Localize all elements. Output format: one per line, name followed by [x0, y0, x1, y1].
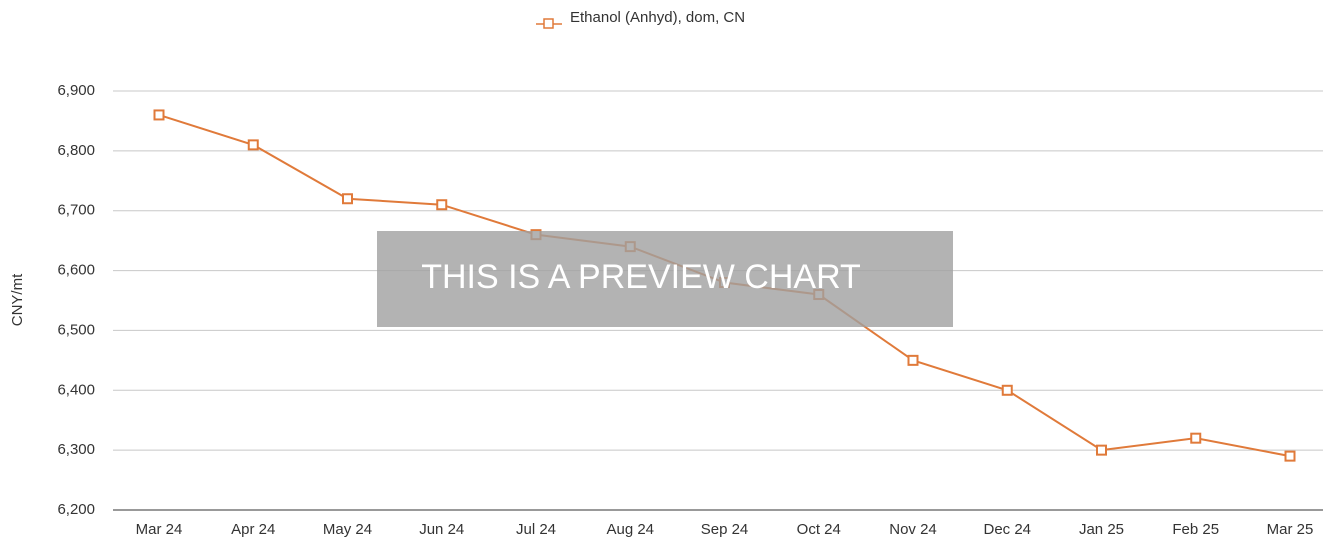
- marker: [1284, 450, 1296, 462]
- x-tick-label: Mar 24: [136, 521, 183, 538]
- y-tick-label: 6,200: [57, 501, 95, 518]
- marker: [436, 199, 448, 211]
- marker: [247, 139, 259, 151]
- y-axis-label: CNY/mt: [9, 273, 26, 326]
- x-tick-label: Apr 24: [231, 521, 275, 538]
- x-tick-label: Jul 24: [516, 521, 556, 538]
- y-tick-label: 6,300: [57, 441, 95, 458]
- x-tick-label: Jun 24: [419, 521, 464, 538]
- x-tick-label: Nov 24: [889, 521, 937, 538]
- y-tick-label: 6,800: [57, 142, 95, 159]
- x-tick-label: Dec 24: [983, 521, 1031, 538]
- x-tick-label: Feb 25: [1172, 521, 1219, 538]
- legend-label: Ethanol (Anhyd), dom, CN: [570, 9, 745, 26]
- x-tick-label: Oct 24: [797, 521, 841, 538]
- x-tick-label: Mar 25: [1267, 521, 1314, 538]
- y-tick-label: 6,400: [57, 381, 95, 398]
- x-tick-label: May 24: [323, 521, 372, 538]
- marker: [1001, 384, 1013, 396]
- y-tick-label: 6,900: [57, 82, 95, 99]
- legend-marker: [543, 18, 554, 29]
- marker: [153, 109, 165, 121]
- marker: [907, 354, 919, 366]
- x-tick-label: Aug 24: [606, 521, 654, 538]
- watermark: THIS IS A PREVIEW CHART: [421, 258, 861, 296]
- marker: [342, 193, 353, 205]
- y-tick-label: 6,700: [57, 202, 95, 219]
- y-tick-label: 6,500: [57, 321, 95, 338]
- marker: [1096, 444, 1107, 456]
- x-tick-label: Sep 24: [701, 521, 749, 538]
- y-tick-label: 6,600: [57, 262, 95, 279]
- marker: [1190, 432, 1202, 444]
- watermark-box: [377, 231, 953, 327]
- x-tick-label: Jan 25: [1079, 521, 1124, 538]
